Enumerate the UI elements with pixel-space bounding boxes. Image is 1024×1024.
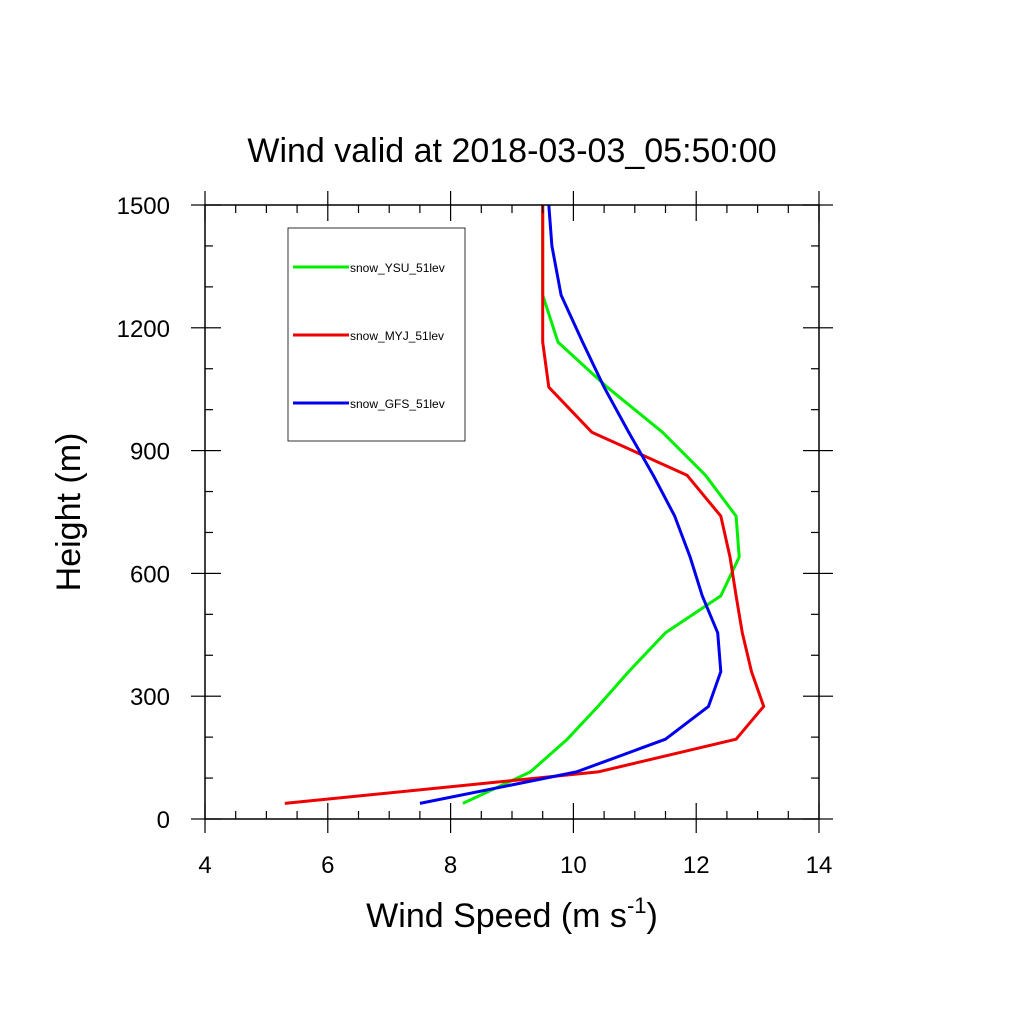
series-line-0 xyxy=(462,205,741,805)
y-axis-label: Height (m) xyxy=(50,433,88,592)
x-tick-label: 8 xyxy=(444,852,457,879)
legend-label-2: snow_GFS_51lev xyxy=(350,397,445,411)
x-tick-label: 14 xyxy=(806,852,833,879)
x-axis-label-suffix: ) xyxy=(647,897,658,935)
plot-lines xyxy=(284,204,766,805)
y-tick-label: 1500 xyxy=(117,193,170,220)
x-tick-label: 10 xyxy=(560,852,587,879)
x-axis-label-main: Wind Speed (m s xyxy=(366,897,627,935)
y-tick-label: 600 xyxy=(130,561,170,588)
series-line-2 xyxy=(419,204,723,805)
y-tick-label: 0 xyxy=(157,807,170,834)
series-line-1 xyxy=(284,205,766,805)
legend-label-0: snow_YSU_51lev xyxy=(350,261,445,275)
y-tick-label: 1200 xyxy=(117,316,170,343)
legend-label-1: snow_MYJ_51lev xyxy=(350,329,444,343)
y-tick-label: 900 xyxy=(130,439,170,466)
x-tick-label: 12 xyxy=(683,852,710,879)
y-tick-label: 300 xyxy=(130,684,170,711)
x-axis-label-superscript: -1 xyxy=(627,893,647,918)
legend-entries: snow_YSU_51lev snow_MYJ_51lev snow_GFS_51l… xyxy=(293,261,445,411)
chart-title: Wind valid at 2018-03-03_05:50:00 xyxy=(247,132,776,170)
x-tick-label: 6 xyxy=(321,852,334,879)
axis-ticks xyxy=(191,191,833,833)
x-axis-label: Wind Speed (m s-1) xyxy=(366,893,658,935)
axis-tick-labels: 4 6 8 10 12 14 0 300 600 900 1200 1500 xyxy=(117,193,833,879)
x-tick-label: 4 xyxy=(198,852,211,879)
legend: snow_YSU_51lev snow_MYJ_51lev snow_GFS_51l… xyxy=(287,227,466,442)
